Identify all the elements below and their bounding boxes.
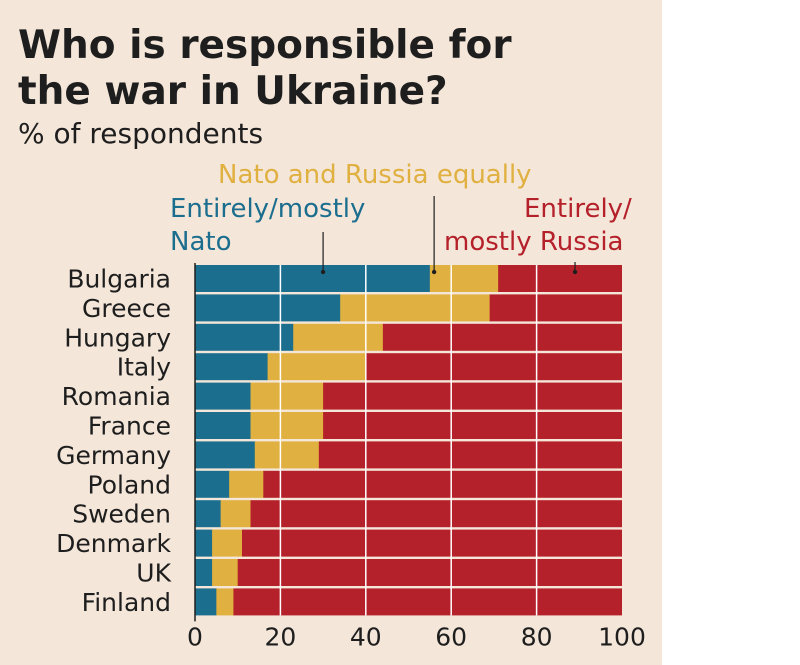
bar-bulgaria-entirely-mostly-nato [195, 265, 431, 292]
bar-hungary-entirely-mostly-russia [382, 323, 622, 351]
bar-germany-entirely-mostly-nato [195, 441, 256, 469]
legend-pointer-dot-entirely-mostly-russia [572, 269, 578, 275]
bar-france-nato-and-russia-equally [250, 412, 324, 439]
x-tick-label-0: 0 [187, 622, 203, 651]
bar-uk-nato-and-russia-equally [212, 559, 239, 586]
bar-italy-nato-and-russia-equally [267, 353, 367, 381]
bar-france-entirely-mostly-russia [323, 412, 622, 439]
legend-label-nato-line-2: Nato [170, 227, 232, 257]
category-label-germany: Germany [56, 441, 171, 470]
bar-romania-entirely-mostly-russia [323, 382, 622, 410]
category-label-finland: Finland [82, 588, 171, 617]
stacked-bar-chart: BulgariaGreeceHungaryItalyRomaniaFranceG… [56, 196, 646, 651]
bar-sweden-entirely-mostly-nato [195, 500, 222, 528]
bar-greece-nato-and-russia-equally [340, 294, 491, 322]
legend-label-russia-line-1: Entirely/ [524, 194, 632, 224]
bar-uk-entirely-mostly-nato [195, 559, 213, 586]
category-label-denmark: Denmark [56, 529, 171, 558]
bar-france-entirely-mostly-nato [195, 412, 252, 439]
bar-romania-entirely-mostly-nato [195, 382, 252, 410]
x-tick-label-40: 40 [350, 622, 382, 651]
bar-hungary-nato-and-russia-equally [293, 323, 384, 351]
category-label-uk: UK [136, 559, 171, 588]
bar-italy-entirely-mostly-russia [365, 353, 622, 381]
bar-denmark-entirely-mostly-nato [195, 529, 213, 557]
bar-greece-entirely-mostly-russia [489, 294, 622, 322]
bar-denmark-entirely-mostly-russia [241, 529, 622, 557]
category-label-romania: Romania [62, 382, 171, 411]
bar-finland-entirely-mostly-russia [233, 588, 622, 616]
bar-bulgaria-entirely-mostly-russia [498, 265, 622, 292]
bar-sweden-entirely-mostly-russia [250, 500, 622, 528]
bar-poland-entirely-mostly-nato [195, 470, 230, 498]
category-label-greece: Greece [82, 294, 171, 323]
bar-germany-nato-and-russia-equally [254, 441, 320, 469]
x-tick-label-100: 100 [598, 622, 646, 651]
bar-bulgaria-nato-and-russia-equally [429, 265, 499, 292]
bar-italy-entirely-mostly-nato [195, 353, 269, 381]
bar-denmark-nato-and-russia-equally [212, 529, 243, 557]
bar-poland-entirely-mostly-russia [263, 470, 622, 498]
x-tick-label-20: 20 [264, 622, 296, 651]
bar-finland-entirely-mostly-nato [195, 588, 217, 616]
legend-label-russia-line-2: mostly Russia [444, 227, 624, 257]
bar-hungary-entirely-mostly-nato [195, 323, 294, 351]
bar-poland-nato-and-russia-equally [229, 470, 264, 498]
bar-uk-entirely-mostly-russia [237, 559, 622, 586]
category-label-poland: Poland [88, 470, 171, 499]
chart-subtitle: % of respondents [18, 117, 264, 150]
x-tick-label-60: 60 [435, 622, 467, 651]
bar-greece-entirely-mostly-nato [195, 294, 341, 322]
legend-pointer-dot-nato-and-russia-equally [431, 269, 437, 275]
bar-finland-nato-and-russia-equally [216, 588, 235, 616]
chart-title-line-1: Who is responsible for [18, 23, 512, 68]
category-label-france: France [88, 412, 171, 441]
legend-label-nato-line-1: Entirely/mostly [170, 194, 366, 224]
bar-romania-nato-and-russia-equally [250, 382, 324, 410]
chart-title-line-2: the war in Ukraine? [18, 69, 448, 114]
category-label-hungary: Hungary [64, 323, 171, 352]
legend-pointer-dot-entirely-mostly-nato [320, 269, 326, 275]
category-label-italy: Italy [117, 353, 171, 382]
x-tick-label-80: 80 [521, 622, 553, 651]
bar-sweden-nato-and-russia-equally [220, 500, 252, 528]
bar-germany-entirely-mostly-russia [318, 441, 622, 469]
category-label-bulgaria: Bulgaria [67, 265, 171, 294]
legend-label-equally: Nato and Russia equally [218, 160, 532, 190]
category-label-sweden: Sweden [72, 500, 171, 529]
